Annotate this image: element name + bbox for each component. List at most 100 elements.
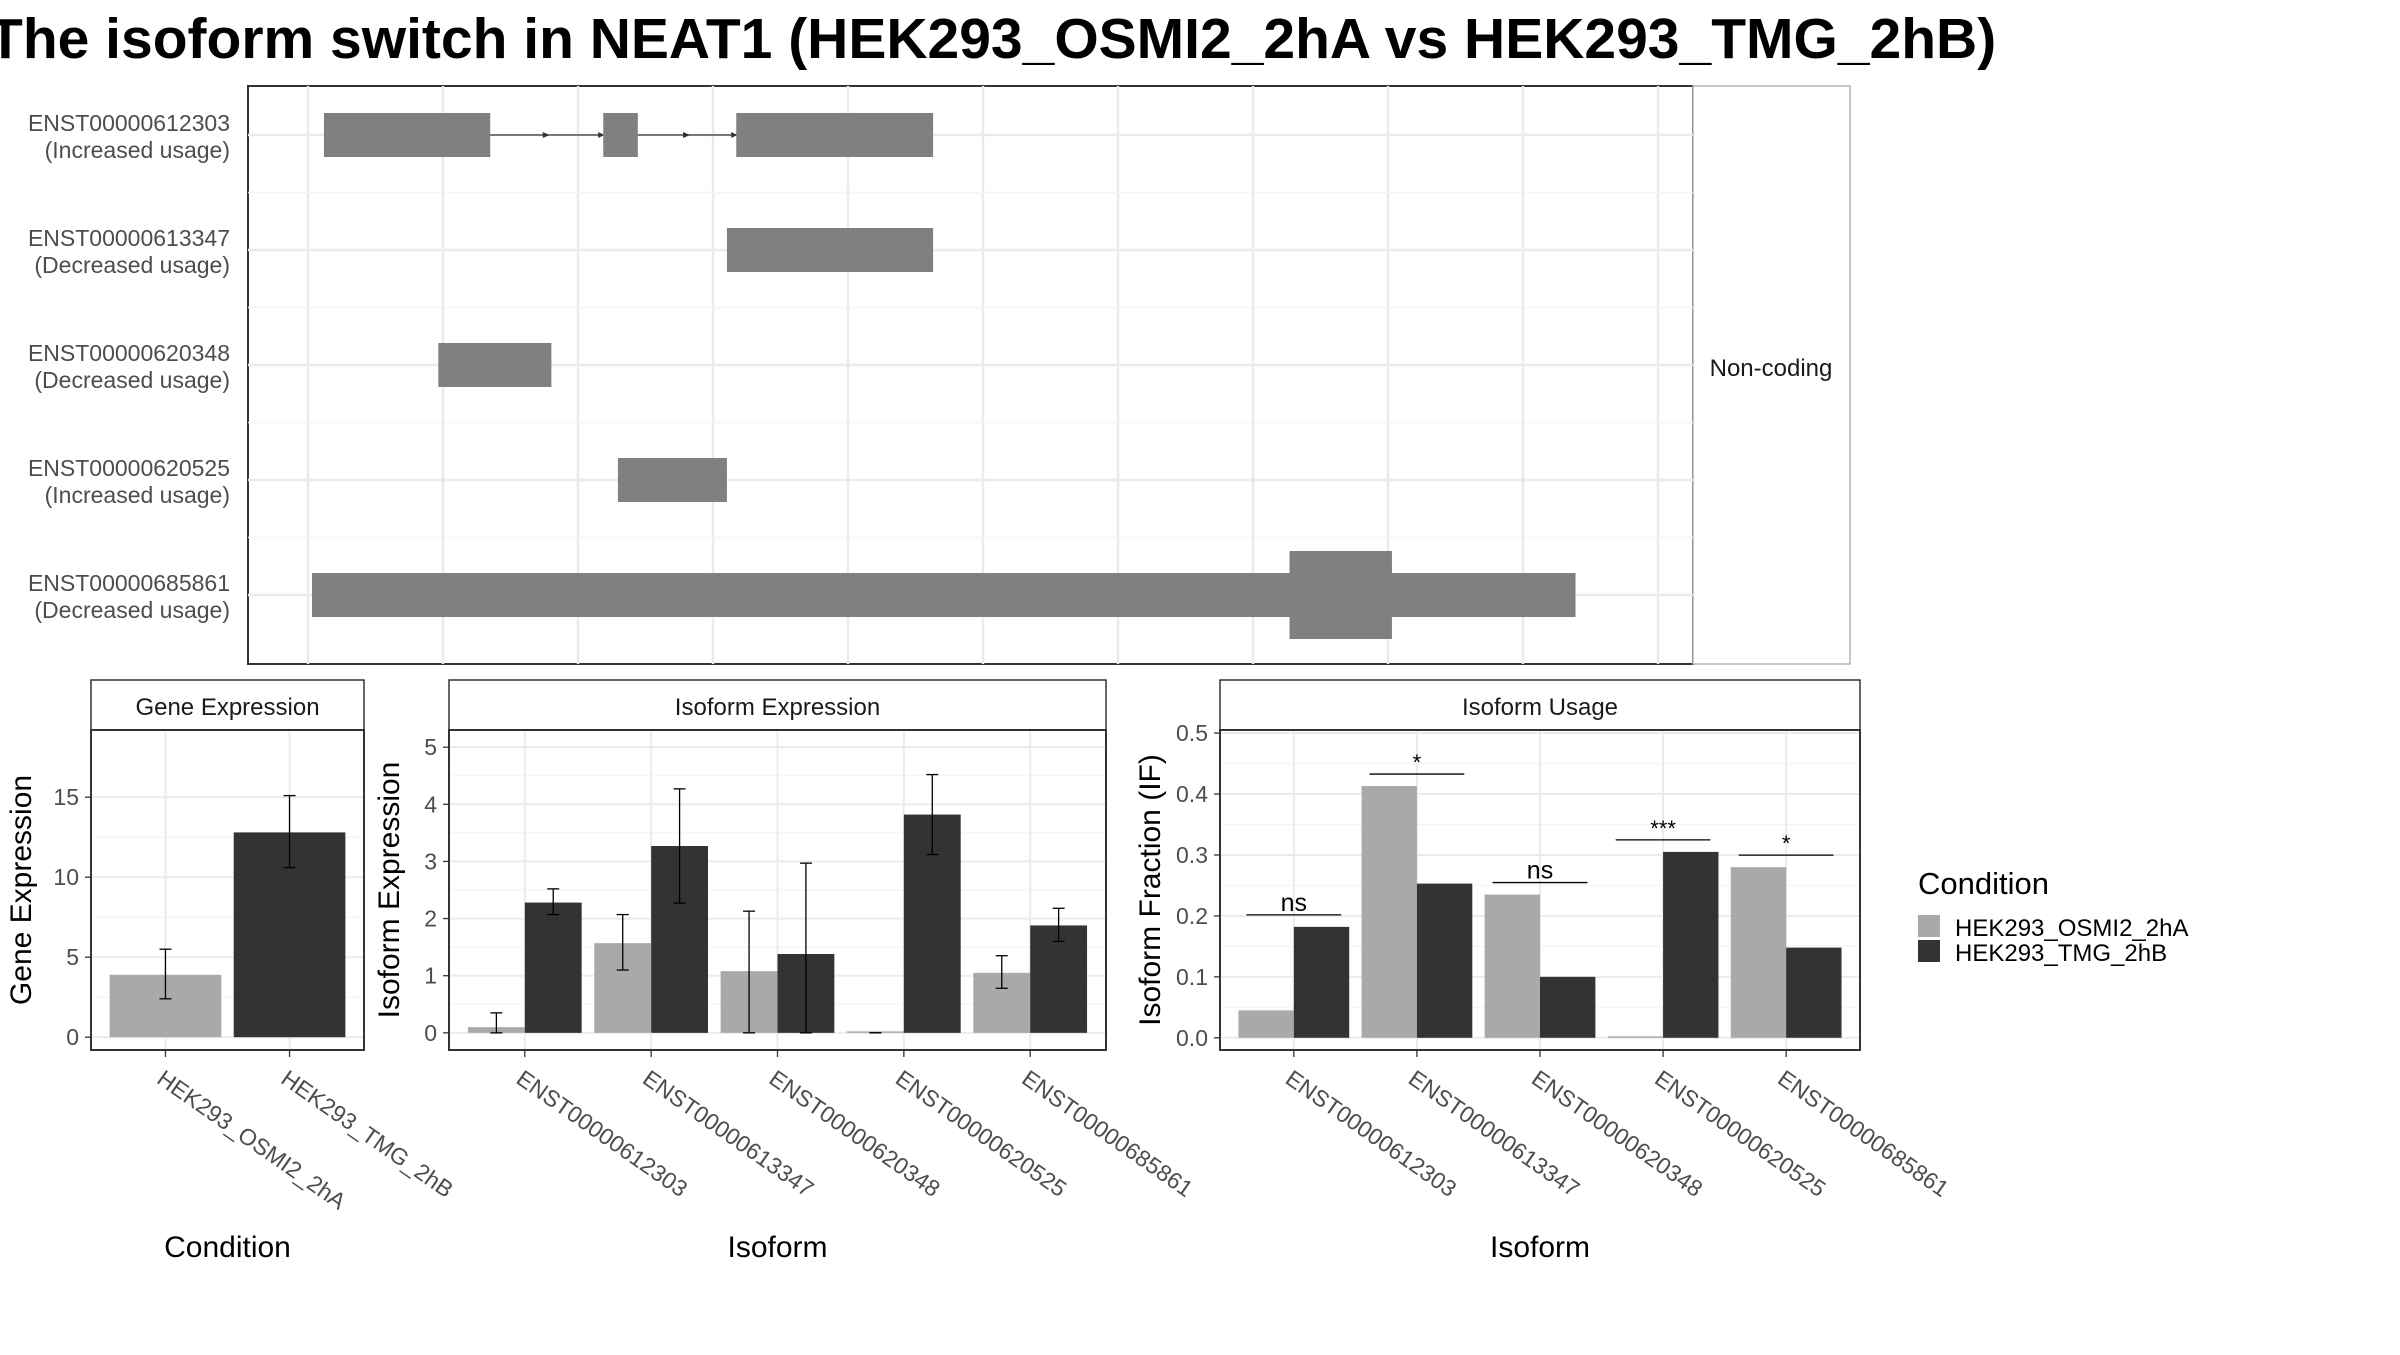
transcript-usage-label: (Increased usage)	[45, 482, 230, 508]
panel-strip	[90, 679, 365, 731]
transcripts	[311, 113, 1576, 639]
bar-condition-2	[524, 902, 582, 1033]
x-axis-title: Condition	[164, 1231, 291, 1264]
intron-arrow	[598, 132, 605, 138]
bar-condition-2	[1786, 947, 1842, 1038]
legend-label-condition-1: HEK293_OSMI2_2hA	[1955, 915, 2188, 942]
significance-label: *	[1413, 750, 1422, 775]
transcript-id-label: ENST00000685861	[28, 570, 230, 596]
panel-strip-label: Isoform Expression	[675, 694, 880, 721]
intron-arrow	[542, 132, 550, 138]
transcript-ENST00000613347	[726, 228, 934, 272]
significance-label: *	[1782, 831, 1791, 856]
y-tick-label: 0.2	[1176, 903, 1208, 929]
transcript-usage-label: (Decreased usage)	[34, 252, 230, 278]
bar-condition-2	[1030, 925, 1088, 1033]
transcript-usage-label: (Decreased usage)	[34, 367, 230, 393]
bar-condition-1	[846, 1031, 904, 1033]
bar-condition-1	[1730, 867, 1787, 1038]
y-tick-label: 15	[53, 784, 79, 810]
transcript-usage-label: (Increased usage)	[45, 137, 230, 163]
transcript-ENST00000620525	[617, 458, 727, 502]
exon-block	[438, 343, 552, 387]
y-tick-label: 0.4	[1176, 781, 1208, 807]
y-tick-label: 2	[424, 906, 437, 932]
panel-strip	[448, 679, 1107, 731]
x-axis-title: Isoform	[1490, 1231, 1590, 1264]
y-axis-title: Isoform Fraction (IF)	[1134, 754, 1167, 1026]
y-tick-label: 0	[66, 1024, 79, 1050]
panel-strip	[1219, 679, 1861, 731]
y-tick-label: 1	[424, 963, 437, 989]
bar-condition-1	[1607, 1036, 1664, 1038]
legend-key-condition-2	[1918, 940, 1940, 962]
panel-border	[90, 729, 365, 1051]
legend-label-condition-2: HEK293_TMG_2hB	[1955, 940, 2167, 967]
transcript-id-label: ENST00000620525	[28, 455, 230, 481]
bar-condition-2	[1416, 883, 1473, 1038]
bar-condition-1	[1484, 894, 1540, 1038]
panel-strip-label: Gene Expression	[135, 694, 319, 721]
panel-strip-label: Isoform Usage	[1462, 694, 1618, 721]
transcript-id-label: ENST00000612303	[28, 110, 230, 136]
transcript-ENST00000620348	[438, 343, 552, 387]
transcript-usage-label: (Decreased usage)	[34, 597, 230, 623]
error-bar	[743, 910, 756, 1034]
legend-title: Condition	[1918, 866, 2049, 901]
y-tick-label: 0.1	[1176, 964, 1208, 990]
error-bar	[673, 788, 686, 904]
x-axis-title: Isoform	[727, 1231, 827, 1264]
y-tick-label: 3	[424, 848, 437, 874]
error-bar	[159, 948, 172, 1000]
significance-label: ns	[1527, 857, 1553, 885]
legend: Condition HEK293_OSMI2_2hA HEK293_TMG_2h…	[1918, 866, 2188, 967]
error-bar	[995, 955, 1008, 989]
transcript-labels: ENST00000612303(Increased usage)ENST0000…	[28, 110, 230, 623]
intron-arrow	[683, 132, 691, 138]
exon-block	[323, 113, 491, 157]
y-tick-label: 5	[66, 944, 79, 970]
transcript-ENST00000612303	[323, 113, 934, 157]
transcript-id-label: ENST00000613347	[28, 225, 230, 251]
error-bar	[490, 1012, 503, 1034]
y-tick-label: 0.3	[1176, 842, 1208, 868]
transcript-ENST00000685861	[311, 551, 1576, 639]
bar-condition-1	[1238, 1010, 1294, 1038]
error-bar	[799, 862, 812, 1034]
bar-condition-1	[1361, 786, 1417, 1038]
y-tick-label: 0.0	[1176, 1025, 1208, 1051]
exon-block	[617, 458, 727, 502]
exon-block	[726, 228, 934, 272]
error-bar	[1052, 907, 1065, 943]
intron-arrow	[731, 132, 738, 138]
facet-label: Non-coding	[1710, 355, 1833, 382]
y-tick-label: 5	[424, 734, 437, 760]
legend-key-condition-1	[1918, 915, 1940, 937]
y-tick-label: 0.5	[1176, 720, 1208, 746]
y-axis-title: Gene Expression	[5, 775, 38, 1005]
facet-strip	[1692, 85, 1851, 665]
bar-condition-2	[1540, 976, 1596, 1038]
y-tick-label: 4	[424, 791, 437, 817]
bar-condition-2	[1293, 926, 1350, 1038]
panel-isoform-expression: Isoform Expression 0 1 2 3 4 5 Isoform Expressi…	[373, 679, 1198, 1264]
significance-label: ***	[1650, 816, 1676, 841]
error-bar	[926, 773, 939, 856]
significance-label: ns	[1281, 889, 1307, 917]
exon-block	[603, 113, 638, 157]
transcript-id-label: ENST00000620348	[28, 340, 230, 366]
exon-block-thick	[1289, 551, 1392, 639]
error-bar	[283, 794, 296, 869]
y-tick-label: 0	[424, 1020, 437, 1046]
error-bar	[616, 913, 629, 971]
figure-title: The isoform switch in NEAT1 (HEK293_OSMI…	[0, 7, 1996, 71]
y-tick-label: 10	[53, 864, 79, 890]
error-bar	[547, 888, 560, 916]
exon-block	[736, 113, 934, 157]
gene-structure-panel: Non-coding ENST00000612303(Increased usa…	[28, 85, 1851, 665]
panel-isoform-usage: Isoform Usagens*ns****0.00.10.20.30.40.5…	[1134, 679, 1954, 1264]
y-axis-title: Isoform Expression	[373, 762, 406, 1019]
